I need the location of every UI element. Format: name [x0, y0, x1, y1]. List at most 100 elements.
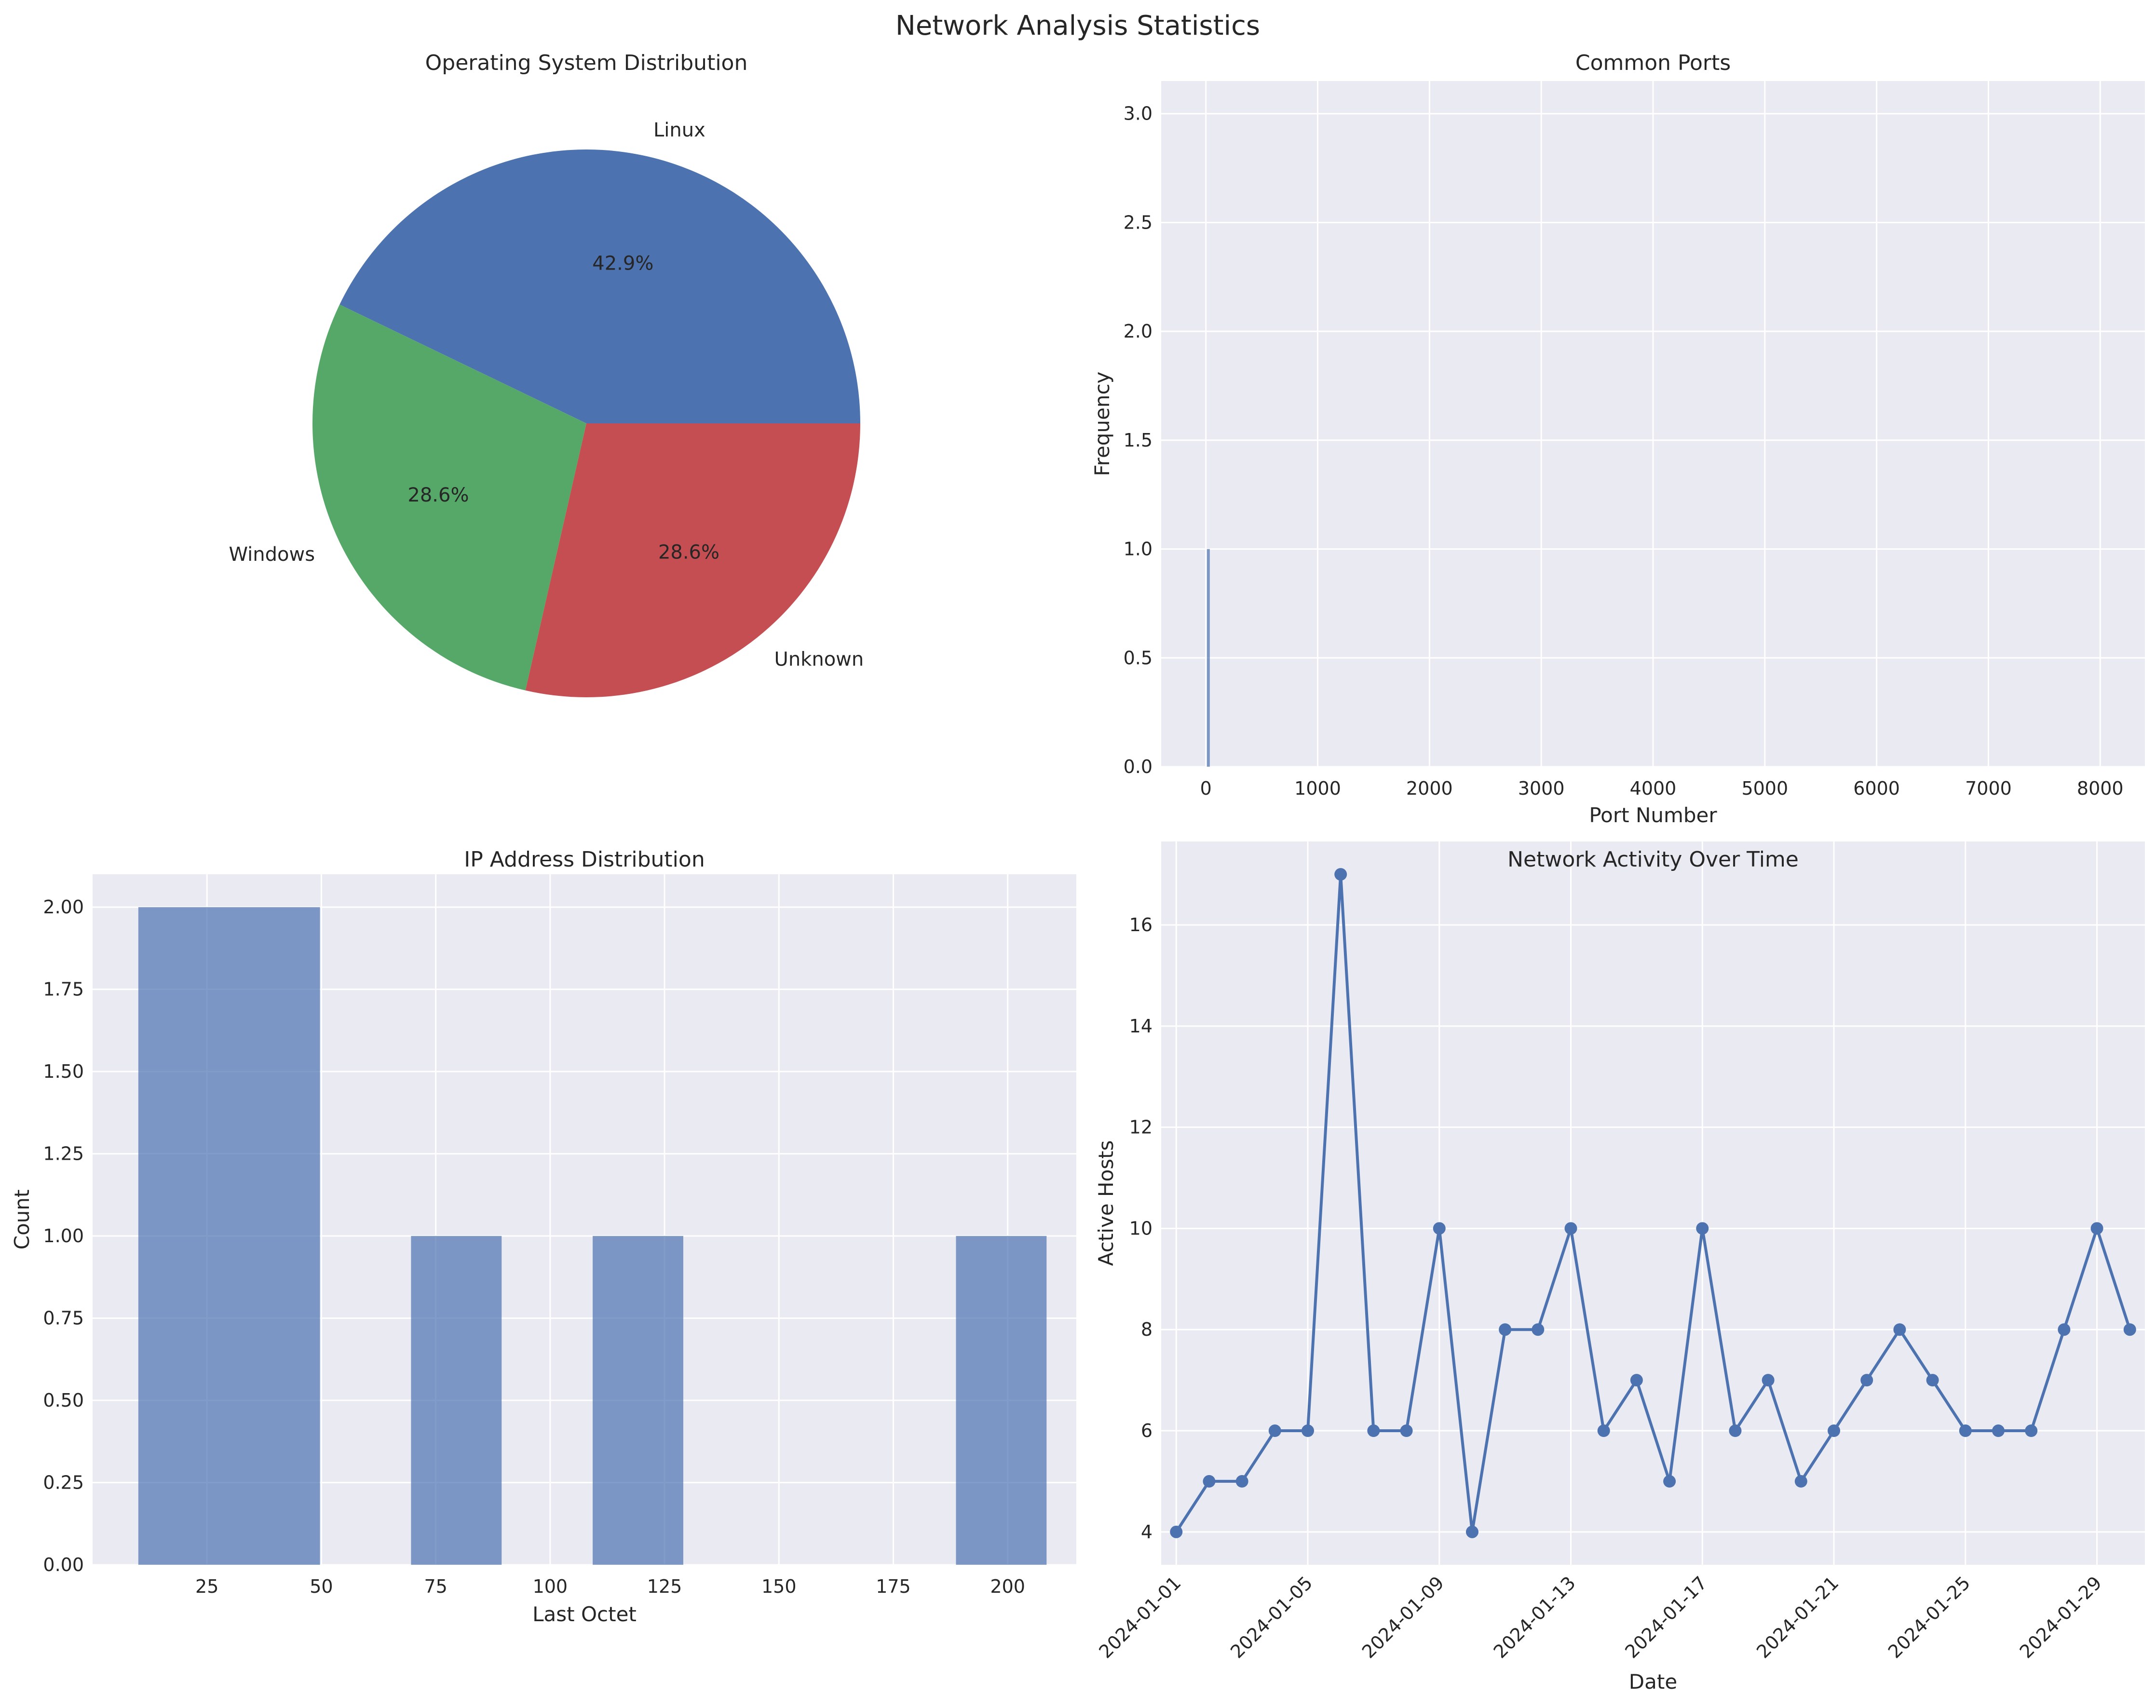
ports-bar	[1207, 549, 1210, 767]
os-chart-title: Operating System Distribution	[425, 51, 748, 75]
activity-y-tick-label: 8	[1141, 1319, 1153, 1340]
activity-data-point	[1465, 1525, 1478, 1538]
activity-data-point	[1959, 1424, 1972, 1437]
activity-data-point	[1630, 1374, 1643, 1387]
ip-x-axis-label: Last Octet	[532, 1602, 637, 1626]
activity-data-point	[1597, 1424, 1610, 1437]
ip-x-tick-label: 75	[424, 1576, 447, 1597]
pie-slice-unknown	[525, 423, 860, 697]
ports-y-tick-label: 0.0	[1124, 756, 1153, 777]
os-pie-chart: Operating System Distribution Linux 42.9% W…	[229, 51, 864, 697]
ports-x-tick-label: 4000	[1630, 778, 1677, 799]
pie-percent-unknown: 28.6%	[658, 541, 719, 563]
ports-y-tick-label: 1.5	[1124, 430, 1153, 451]
activity-data-point	[2025, 1424, 2038, 1437]
ports-x-axis-label: Port Number	[1589, 803, 1717, 827]
ip-y-tick-label: 0.50	[43, 1390, 84, 1411]
activity-data-point	[1794, 1475, 1807, 1488]
activity-data-point	[1992, 1424, 2005, 1437]
activity-data-point	[1302, 1424, 1315, 1437]
ip-histogram-bar	[138, 907, 320, 1565]
ports-x-tick-label: 7000	[1965, 778, 2012, 799]
ip-y-tick-label: 2.00	[43, 896, 84, 918]
ip-histogram-bar	[411, 1236, 502, 1565]
activity-data-point	[1235, 1475, 1248, 1488]
ports-y-tick-label: 0.5	[1124, 647, 1153, 668]
ip-x-tick-label: 100	[533, 1576, 568, 1597]
activity-data-point	[1170, 1525, 1183, 1538]
ports-x-tick-label: 2000	[1406, 778, 1453, 799]
pie-percent-windows: 28.6%	[407, 484, 469, 506]
activity-y-tick-label: 12	[1129, 1117, 1153, 1138]
pie-percent-linux: 42.9%	[592, 253, 653, 275]
ports-x-tick-label: 0	[1200, 778, 1212, 799]
activity-data-point	[1499, 1323, 1512, 1336]
ip-y-tick-label: 1.75	[43, 979, 84, 1000]
ip-y-tick-label: 0.75	[43, 1308, 84, 1329]
ip-axes: 25 50 75 100 125 150 175 200 0.00 0.25 0.50 0.75 1.0…	[10, 847, 1076, 1626]
ip-y-tick-label: 0.25	[43, 1472, 84, 1493]
ports-y-tick-label: 1.0	[1124, 539, 1153, 560]
ip-histogram-bar	[593, 1236, 683, 1565]
ports-x-tick-label: 6000	[1853, 778, 1900, 799]
ip-x-tick-label: 175	[876, 1576, 911, 1597]
ports-y-tick-label: 2.5	[1124, 212, 1153, 233]
activity-y-tick-label: 16	[1129, 914, 1153, 935]
activity-axes: 2024-01-01 2024-01-05 2024-01-09 2024-01-13…	[1094, 841, 2145, 1694]
ip-y-axis-label: Count	[10, 1190, 34, 1250]
activity-data-point	[1926, 1374, 1939, 1387]
activity-data-point	[1696, 1222, 1709, 1235]
activity-data-point	[1729, 1424, 1742, 1437]
activity-y-tick-label: 4	[1141, 1521, 1153, 1543]
activity-chart-title: Network Activity Over Time	[1507, 847, 1799, 872]
ports-x-tick-label: 5000	[1741, 778, 1788, 799]
ip-y-tick-label: 1.00	[43, 1225, 84, 1247]
ports-x-tick-label: 3000	[1518, 778, 1565, 799]
activity-data-point	[1268, 1424, 1281, 1437]
activity-data-point	[1334, 868, 1347, 881]
ip-x-tick-label: 150	[761, 1576, 797, 1597]
ip-chart-title: IP Address Distribution	[464, 847, 705, 872]
activity-y-axis-label: Active Hosts	[1094, 1140, 1118, 1266]
activity-data-point	[1433, 1222, 1446, 1235]
activity-data-point	[1564, 1222, 1577, 1235]
ip-x-tick-label: 125	[647, 1576, 682, 1597]
activity-data-point	[1400, 1424, 1413, 1437]
activity-y-tick-label: 10	[1129, 1218, 1153, 1239]
ports-axes: 0 1000 2000 3000 4000 5000 6000 7000 8000 0.0 0.5 1…	[1090, 51, 2145, 827]
ip-x-tick-label: 50	[310, 1576, 333, 1597]
activity-y-tick-label: 14	[1129, 1016, 1153, 1037]
ip-y-tick-label: 1.25	[43, 1143, 84, 1165]
activity-data-point	[1893, 1323, 1906, 1336]
ip-y-tick-label: 1.50	[43, 1061, 84, 1082]
activity-data-point	[1367, 1424, 1380, 1437]
ports-x-tick-label: 8000	[2077, 778, 2124, 799]
activity-data-point	[2090, 1222, 2103, 1235]
activity-data-point	[1532, 1323, 1545, 1336]
ports-y-tick-label: 3.0	[1124, 103, 1153, 124]
activity-data-point	[2123, 1323, 2136, 1336]
chart-panels: Operating System Distribution Linux 42.9% W…	[10, 51, 2145, 1694]
pie-slice-linux	[339, 149, 860, 423]
ip-y-tick-label: 0.00	[43, 1554, 84, 1575]
activity-data-point	[1762, 1374, 1775, 1387]
ip-histogram-bar	[956, 1236, 1047, 1565]
activity-data-point	[2058, 1323, 2071, 1336]
activity-x-axis-label: Date	[1629, 1670, 1677, 1694]
pie-label-linux: Linux	[653, 119, 705, 141]
ports-y-axis-label: Frequency	[1090, 372, 1114, 476]
ports-x-tick-label: 1000	[1294, 778, 1341, 799]
pie-slice-windows	[312, 304, 586, 691]
ip-x-tick-label: 200	[990, 1576, 1025, 1597]
activity-data-point	[1663, 1475, 1676, 1488]
activity-data-point	[1860, 1374, 1873, 1387]
activity-plot-area	[1161, 841, 2145, 1565]
activity-data-point	[1203, 1475, 1216, 1488]
ip-x-tick-label: 25	[195, 1576, 218, 1597]
ports-chart-title: Common Ports	[1575, 51, 1731, 75]
ports-y-tick-label: 2.0	[1124, 321, 1153, 342]
pie-label-windows: Windows	[229, 543, 315, 566]
activity-data-point	[1828, 1424, 1841, 1437]
activity-y-tick-label: 6	[1141, 1420, 1153, 1441]
